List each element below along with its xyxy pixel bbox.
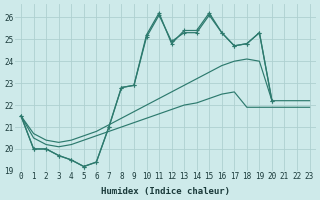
- X-axis label: Humidex (Indice chaleur): Humidex (Indice chaleur): [101, 187, 230, 196]
